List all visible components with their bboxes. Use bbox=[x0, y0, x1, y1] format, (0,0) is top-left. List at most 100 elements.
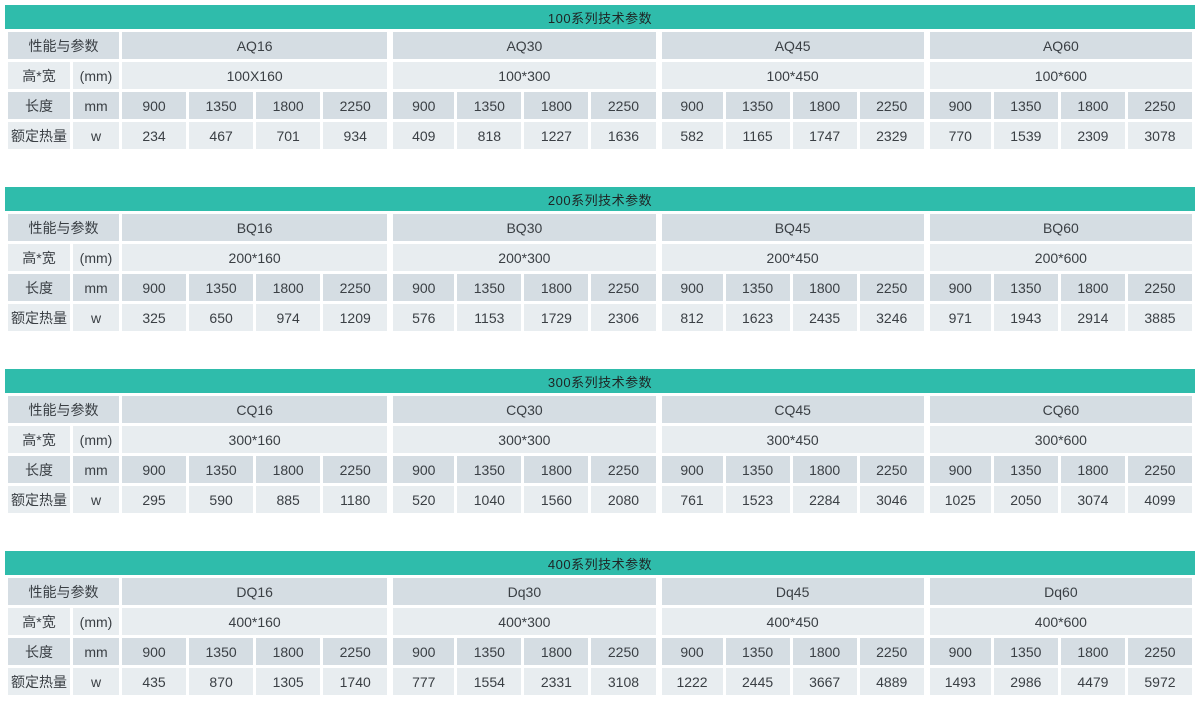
series-title-bar: 200系列技术参数 bbox=[5, 187, 1195, 211]
length-value: 900 bbox=[390, 92, 455, 119]
length-value: 900 bbox=[926, 274, 991, 301]
heat-value: 5972 bbox=[1127, 668, 1192, 695]
length-value: 900 bbox=[390, 638, 455, 665]
length-value: 2250 bbox=[323, 274, 388, 301]
heat-value: 2284 bbox=[792, 486, 857, 513]
heat-value: 974 bbox=[256, 304, 321, 331]
heat-value: 3046 bbox=[859, 486, 924, 513]
heat-value: 467 bbox=[189, 122, 254, 149]
row-label-length-unit: mm bbox=[73, 638, 119, 665]
heat-value: 2050 bbox=[993, 486, 1058, 513]
row-label-performance: 性能与参数 bbox=[8, 396, 119, 423]
length-value: 2250 bbox=[1127, 92, 1192, 119]
heat-value: 971 bbox=[926, 304, 991, 331]
model-size: 200*300 bbox=[390, 244, 656, 271]
heat-value: 650 bbox=[189, 304, 254, 331]
length-value: 900 bbox=[926, 638, 991, 665]
series-title-bar: 300系列技术参数 bbox=[5, 369, 1195, 393]
length-value: 1800 bbox=[256, 638, 321, 665]
row-label-heat: 额定热量 bbox=[8, 668, 70, 695]
model-name: BQ16 bbox=[122, 214, 388, 241]
heat-value: 2306 bbox=[591, 304, 656, 331]
heat-value: 3246 bbox=[859, 304, 924, 331]
heat-value: 1493 bbox=[926, 668, 991, 695]
length-value: 900 bbox=[122, 92, 187, 119]
size-row: 高*宽 (mm) 400*160 400*300 400*450 400*600 bbox=[8, 608, 1192, 635]
length-value: 900 bbox=[658, 638, 723, 665]
length-value: 1800 bbox=[256, 92, 321, 119]
heat-value: 4479 bbox=[1060, 668, 1125, 695]
length-value: 1350 bbox=[189, 456, 254, 483]
model-size: 300*600 bbox=[926, 426, 1192, 453]
length-value: 2250 bbox=[859, 274, 924, 301]
length-value: 2250 bbox=[591, 274, 656, 301]
row-label-heat: 额定热量 bbox=[8, 304, 70, 331]
heat-value: 3885 bbox=[1127, 304, 1192, 331]
model-size: 400*600 bbox=[926, 608, 1192, 635]
row-label-size: 高*宽 bbox=[8, 426, 70, 453]
series-title: 300系列技术参数 bbox=[547, 374, 653, 390]
length-value: 2250 bbox=[1127, 274, 1192, 301]
model-name: Dq30 bbox=[390, 578, 656, 605]
heat-value: 1623 bbox=[725, 304, 790, 331]
heat-value: 1747 bbox=[792, 122, 857, 149]
row-label-heat-unit: w bbox=[73, 486, 119, 513]
length-value: 900 bbox=[122, 638, 187, 665]
row-label-length: 长度 bbox=[8, 638, 70, 665]
model-size: 400*450 bbox=[658, 608, 924, 635]
length-value: 2250 bbox=[1127, 638, 1192, 665]
heat-value: 885 bbox=[256, 486, 321, 513]
heat-row: 额定热量 w 295 590 885 1180 520 1040 1560 2080 761 1523… bbox=[8, 486, 1192, 513]
length-value: 1350 bbox=[993, 638, 1058, 665]
heat-value: 576 bbox=[390, 304, 455, 331]
model-name: CQ60 bbox=[926, 396, 1192, 423]
length-value: 1800 bbox=[524, 638, 589, 665]
model-size: 300*300 bbox=[390, 426, 656, 453]
length-value: 900 bbox=[122, 274, 187, 301]
length-value: 2250 bbox=[323, 92, 388, 119]
heat-value: 870 bbox=[189, 668, 254, 695]
row-label-performance: 性能与参数 bbox=[8, 214, 119, 241]
model-name-row: 性能与参数 CQ16 CQ30 CQ45 CQ60 bbox=[8, 396, 1192, 423]
model-name-row: 性能与参数 DQ16 Dq30 Dq45 Dq60 bbox=[8, 578, 1192, 605]
length-value: 2250 bbox=[323, 456, 388, 483]
row-label-size: 高*宽 bbox=[8, 244, 70, 271]
length-row: 长度 mm 900 1350 1800 2250 900 1350 1800 2250 900 135… bbox=[8, 274, 1192, 301]
heat-value: 295 bbox=[122, 486, 187, 513]
model-name: BQ30 bbox=[390, 214, 656, 241]
heat-value: 409 bbox=[390, 122, 455, 149]
heat-value: 582 bbox=[658, 122, 723, 149]
row-label-length: 长度 bbox=[8, 92, 70, 119]
length-value: 2250 bbox=[1127, 456, 1192, 483]
heat-value: 1153 bbox=[457, 304, 522, 331]
heat-value: 1943 bbox=[993, 304, 1058, 331]
length-value: 2250 bbox=[859, 638, 924, 665]
spec-table: 性能与参数 AQ16 AQ30 AQ45 AQ60 高*宽 (mm) 100X160 100*3… bbox=[5, 29, 1195, 152]
length-value: 2250 bbox=[591, 92, 656, 119]
length-value: 1800 bbox=[792, 92, 857, 119]
heat-value: 234 bbox=[122, 122, 187, 149]
model-name: AQ60 bbox=[926, 32, 1192, 59]
row-label-size-unit: (mm) bbox=[73, 62, 119, 89]
length-value: 1800 bbox=[524, 274, 589, 301]
length-value: 1350 bbox=[189, 638, 254, 665]
heat-value: 3078 bbox=[1127, 122, 1192, 149]
length-value: 1800 bbox=[1060, 456, 1125, 483]
heat-value: 1740 bbox=[323, 668, 388, 695]
heat-value: 1305 bbox=[256, 668, 321, 695]
row-label-length: 长度 bbox=[8, 274, 70, 301]
heat-value: 770 bbox=[926, 122, 991, 149]
model-size: 300*160 bbox=[122, 426, 388, 453]
model-name: DQ16 bbox=[122, 578, 388, 605]
row-label-size: 高*宽 bbox=[8, 62, 70, 89]
length-value: 1350 bbox=[189, 92, 254, 119]
series-title-bar: 100系列技术参数 bbox=[5, 5, 1195, 29]
series-table-block: 400系列技术参数 性能与参数 DQ16 Dq30 Dq45 Dq60 高*宽 (mm) 400… bbox=[5, 551, 1195, 698]
heat-row: 额定热量 w 325 650 974 1209 576 1153 1729 2306 812 1623… bbox=[8, 304, 1192, 331]
heat-value: 1636 bbox=[591, 122, 656, 149]
length-value: 1800 bbox=[1060, 638, 1125, 665]
length-value: 2250 bbox=[859, 92, 924, 119]
model-size: 300*450 bbox=[658, 426, 924, 453]
length-value: 900 bbox=[658, 274, 723, 301]
length-value: 900 bbox=[122, 456, 187, 483]
